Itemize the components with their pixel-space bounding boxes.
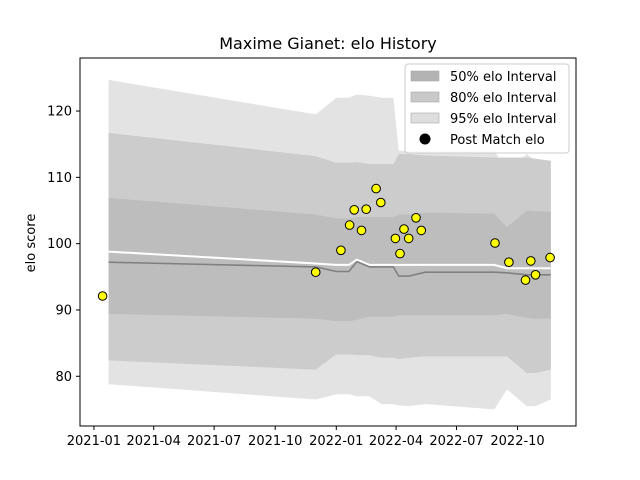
post-match-elo-point bbox=[411, 213, 421, 223]
post-match-elo-point bbox=[356, 225, 367, 236]
x-tick-label: 2022-07 bbox=[429, 434, 483, 449]
post-match-elo-point bbox=[490, 238, 500, 248]
x-tick-label: 2021-10 bbox=[248, 434, 302, 449]
plot-frame bbox=[79, 57, 577, 427]
legend-box bbox=[404, 63, 570, 154]
legend-swatch-95-elo-interval bbox=[410, 112, 440, 124]
post-match-elo-point bbox=[390, 233, 401, 244]
axis-ticks: 2021-01 2021-04 2021-07 2021-10 2022-01 2022-… bbox=[47, 105, 545, 449]
mean-line bbox=[108, 250, 551, 270]
post-match-elo-point bbox=[97, 291, 108, 301]
chart-title: Maxime Gianet: elo History bbox=[219, 34, 437, 53]
post-match-elo-point bbox=[361, 204, 372, 214]
legend-label: 95% elo Interval bbox=[450, 112, 557, 127]
post-match-elo-point bbox=[395, 248, 405, 259]
legend-swatch-80-elo-interval bbox=[410, 91, 440, 103]
post-match-elo-point bbox=[504, 257, 514, 268]
post-match-elo-point bbox=[399, 224, 409, 234]
post-match-elo-point bbox=[349, 205, 360, 215]
y-axis-label: elo score bbox=[24, 214, 39, 273]
legend-label: Post Match elo bbox=[450, 133, 545, 148]
legend-marker-post-match-elo bbox=[419, 133, 431, 145]
post-match-elo-point bbox=[344, 220, 355, 230]
legend-swatch-50-elo-interval bbox=[410, 70, 440, 82]
band-50-elo-interval bbox=[108, 197, 551, 322]
x-tick-label: 2021-01 bbox=[67, 434, 121, 449]
x-tick-label: 2022-01 bbox=[309, 434, 363, 449]
y-tick-label: 120 bbox=[47, 105, 72, 120]
post-match-elo-point bbox=[530, 270, 541, 280]
y-tick-label: 100 bbox=[47, 237, 72, 252]
x-tick-label: 2021-07 bbox=[187, 434, 241, 449]
post-match-elo-point bbox=[520, 275, 531, 285]
y-tick-label: 90 bbox=[55, 303, 72, 318]
plot-area bbox=[97, 79, 555, 410]
x-tick-label: 2022-10 bbox=[490, 434, 544, 449]
y-tick-label: 110 bbox=[47, 171, 72, 186]
post-match-elo-point bbox=[416, 225, 427, 236]
post-match-elo-point bbox=[545, 252, 555, 263]
legend-label: 80% elo Interval bbox=[450, 91, 557, 106]
post-match-elo-point bbox=[526, 256, 536, 266]
post-match-elo-point bbox=[371, 183, 381, 194]
post-match-elo-point bbox=[376, 197, 386, 208]
x-tick-label: 2021-04 bbox=[127, 434, 181, 449]
post-match-elo-point bbox=[310, 267, 321, 278]
legend-label: 50% elo Interval bbox=[450, 70, 557, 85]
post-match-elo-point bbox=[403, 233, 414, 244]
median-line bbox=[108, 260, 551, 277]
y-tick-label: 80 bbox=[55, 370, 72, 385]
x-tick-label: 2022-04 bbox=[369, 434, 423, 449]
legend: 50% elo Interval 80% elo Interval 95% elo … bbox=[404, 63, 570, 154]
post-match-elo-point bbox=[336, 245, 346, 256]
